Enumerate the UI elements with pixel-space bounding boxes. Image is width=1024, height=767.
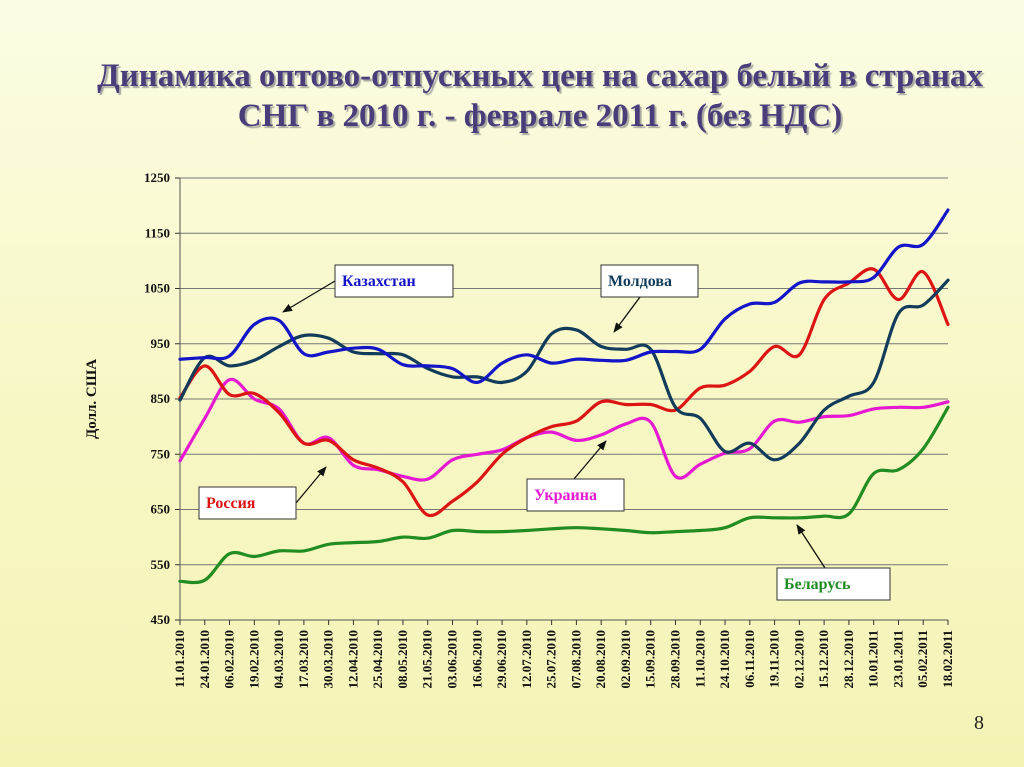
x-tick-label-28: 10.01.2011 [866, 630, 881, 688]
x-tick-label-2: 06.02.2010 [222, 630, 237, 689]
x-tick-label-13: 29.06.2010 [494, 630, 509, 689]
callout-label-3: Украина [534, 487, 597, 504]
y-axis-label: Долл. США [84, 359, 100, 439]
y-tick-label-7: 1150 [145, 225, 170, 240]
page-number: 8 [974, 712, 984, 734]
y-tick-label-5: 950 [151, 336, 171, 351]
callout-label-4: Беларусь [784, 576, 851, 593]
callout-arrow-2 [295, 466, 327, 504]
callout-box-3 [526, 478, 625, 512]
x-tick-label-1: 24.01.2010 [197, 630, 212, 689]
callout-label-1: Молдова [608, 273, 672, 290]
callout-box-2 [198, 486, 297, 520]
x-tick-label-7: 12.04.2010 [345, 630, 360, 689]
x-tick-label-18: 02.09.2010 [618, 630, 633, 689]
series-line-1 [178, 278, 950, 462]
x-tick-label-22: 24.10.2010 [717, 630, 732, 689]
series-line-2 [178, 267, 950, 518]
x-tick-label-12: 16.06.2010 [469, 630, 484, 689]
x-tick-label-15: 25.07.2010 [544, 630, 559, 689]
x-tick-label-21: 11.10.2010 [692, 630, 707, 688]
x-tick-label-26: 15.12.2010 [816, 630, 831, 689]
x-tick-label-31: 18.02.2011 [940, 630, 955, 688]
callout-arrow-4 [796, 524, 826, 569]
series-line-3 [178, 377, 950, 482]
y-tick-label-2: 650 [151, 502, 171, 517]
x-tick-label-27: 28.12.2010 [841, 630, 856, 689]
series-line-4 [178, 405, 950, 585]
callout-label-0: Казахстан [342, 273, 416, 290]
x-tick-label-20: 28.09.2010 [667, 630, 682, 689]
y-tick-label-4: 850 [151, 391, 171, 406]
callout-box-4 [776, 567, 891, 601]
x-tick-label-24: 19.11.2010 [767, 630, 782, 688]
y-tick-label-3: 750 [151, 446, 171, 461]
callout-arrow-0 [282, 280, 336, 313]
x-tick-label-9: 08.05.2010 [395, 630, 410, 689]
x-tick-label-25: 02.12.2010 [791, 630, 806, 689]
y-tick-label-1: 550 [151, 557, 171, 572]
callout-label-2: Россия [206, 495, 256, 512]
y-tick-label-0: 450 [151, 612, 171, 627]
y-tick-label-6: 1050 [144, 281, 170, 296]
x-tick-label-8: 25.04.2010 [370, 630, 385, 689]
series-line-0 [178, 208, 950, 384]
x-tick-label-10: 21.05.2010 [420, 630, 435, 689]
x-tick-label-17: 20.08.2010 [593, 630, 608, 689]
x-tick-label-4: 04.03.2010 [271, 630, 286, 689]
x-tick-label-30: 05.02.2011 [915, 630, 930, 688]
x-tick-label-14: 12.07.2010 [519, 630, 534, 689]
x-tick-label-29: 23.01.2011 [890, 630, 905, 688]
x-tick-label-0: 11.01.2010 [172, 630, 187, 688]
x-tick-label-6: 30.03.2010 [321, 630, 336, 689]
y-tick-label-8: 1250 [144, 170, 170, 185]
x-tick-label-19: 15.09.2010 [643, 630, 658, 689]
x-tick-label-23: 06.11.2010 [742, 630, 757, 688]
callout-arrow-3 [573, 440, 607, 480]
x-tick-label-11: 03.06.2010 [445, 630, 460, 689]
callout-arrow-1 [613, 296, 641, 333]
x-tick-label-3: 19.02.2010 [246, 630, 261, 689]
callout-box-1 [600, 264, 699, 298]
slide-title: Динамика оптово-отпускных цен на сахар б… [97, 58, 983, 134]
x-tick-label-16: 07.08.2010 [568, 630, 583, 689]
x-tick-label-5: 17.03.2010 [296, 630, 311, 689]
callout-box-0 [334, 264, 454, 298]
